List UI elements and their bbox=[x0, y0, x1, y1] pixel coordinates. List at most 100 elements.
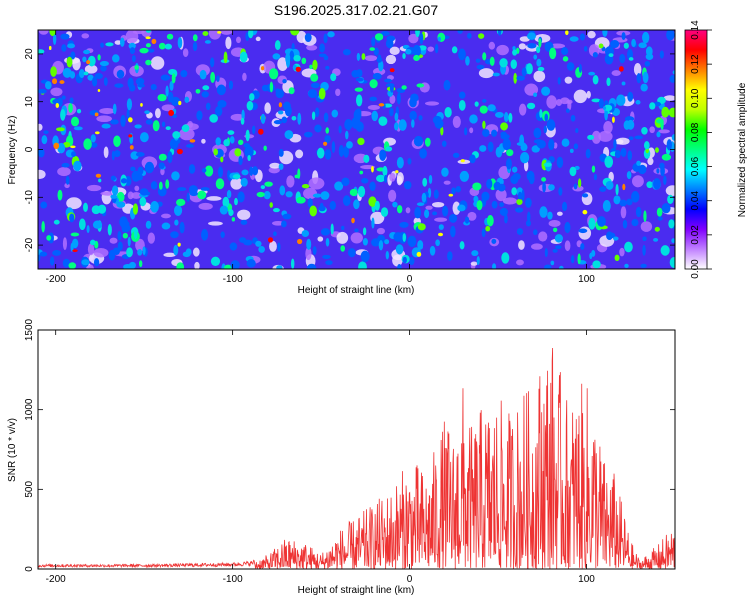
heatmap-cell bbox=[491, 129, 498, 137]
heatmap-cell bbox=[117, 230, 122, 241]
heatmap-cell bbox=[361, 177, 369, 184]
heatmap-cell bbox=[533, 54, 538, 60]
heatmap-cell bbox=[269, 202, 273, 208]
heatmap-cell bbox=[269, 162, 281, 169]
heatmap-cell bbox=[410, 93, 419, 103]
heatmap-cell bbox=[558, 187, 563, 196]
heatmap-cell bbox=[353, 199, 360, 210]
heatmap-cell bbox=[422, 177, 428, 187]
heatmap-cell bbox=[208, 221, 223, 226]
heatmap-cell bbox=[38, 30, 49, 35]
heatmap-cell bbox=[547, 211, 553, 220]
x-tick-label: -100 bbox=[223, 574, 243, 585]
heatmap-cell bbox=[536, 139, 546, 149]
heatmap-cell bbox=[40, 201, 48, 209]
heatmap-cell bbox=[160, 167, 165, 176]
heatmap-cell bbox=[519, 134, 525, 147]
heatmap-cell bbox=[273, 231, 277, 237]
heatmap-cell bbox=[556, 99, 563, 107]
heatmap-cell bbox=[323, 112, 329, 123]
heatmap-cell bbox=[177, 242, 181, 247]
heatmap-cell bbox=[273, 208, 280, 213]
heatmap-cell bbox=[476, 200, 483, 211]
heatmap-cell bbox=[397, 249, 402, 255]
heatmap-cell bbox=[635, 100, 641, 105]
heatmap-cell bbox=[97, 54, 101, 61]
heatmap-cell bbox=[132, 203, 139, 215]
heatmap-cell bbox=[273, 119, 283, 125]
heatmap-cell bbox=[196, 110, 203, 121]
heatmap-cell bbox=[87, 74, 94, 81]
heatmap-cell bbox=[52, 33, 57, 45]
heatmap-cell bbox=[158, 42, 166, 50]
heatmap-cell bbox=[272, 220, 285, 226]
heatmap-cell bbox=[120, 114, 126, 127]
heatmap-cell bbox=[86, 264, 94, 269]
colorbar-tick-label: 0.14 bbox=[690, 20, 701, 40]
heatmap-cell bbox=[113, 150, 121, 158]
heatmap-cell bbox=[295, 149, 304, 159]
heatmap-cell bbox=[385, 251, 389, 260]
heatmap-cell bbox=[66, 197, 82, 210]
heatmap-cell bbox=[87, 55, 96, 67]
heatmap-cell bbox=[537, 66, 545, 72]
heatmap-cell bbox=[94, 73, 103, 79]
heatmap-cell bbox=[137, 173, 143, 181]
colorbar-tick-label: 0.00 bbox=[690, 259, 701, 279]
heatmap-cell bbox=[434, 43, 439, 54]
heatmap-cell bbox=[388, 189, 397, 202]
heatmap-cell bbox=[119, 216, 128, 228]
heatmap-cell bbox=[43, 130, 49, 135]
heatmap-cell bbox=[57, 167, 71, 177]
heatmap-cell bbox=[389, 94, 396, 104]
heatmap-cell bbox=[194, 261, 200, 269]
heatmap-cell bbox=[478, 68, 494, 79]
heatmap-cell bbox=[312, 246, 317, 255]
heatmap-cell bbox=[371, 110, 379, 122]
heatmap-cell bbox=[201, 138, 206, 144]
heatmap-x-label: Height of straight line (km) bbox=[298, 285, 415, 296]
heatmap-cell bbox=[565, 108, 570, 113]
heatmap-cell bbox=[86, 225, 90, 234]
heatmap-cell bbox=[525, 197, 532, 208]
heatmap-cell bbox=[374, 200, 380, 211]
heatmap-cell bbox=[552, 227, 558, 233]
heatmap-cell bbox=[86, 60, 91, 65]
heatmap-cell bbox=[145, 220, 152, 229]
heatmap-cell bbox=[669, 257, 675, 268]
heatmap-cell bbox=[324, 135, 331, 144]
heatmap-cell bbox=[582, 209, 588, 215]
x-tick-label: -100 bbox=[223, 274, 243, 285]
heatmap-cell bbox=[543, 125, 547, 134]
heatmap-cell bbox=[202, 85, 210, 91]
heatmap-cell bbox=[591, 165, 596, 173]
heatmap-cell bbox=[452, 152, 460, 158]
heatmap-cell bbox=[622, 219, 628, 229]
heatmap-cell bbox=[108, 249, 116, 261]
heatmap-cell bbox=[116, 69, 125, 79]
heatmap-cell bbox=[362, 227, 367, 236]
heatmap-cell bbox=[516, 75, 526, 81]
heatmap-cell bbox=[393, 232, 403, 242]
heatmap-cell bbox=[459, 91, 466, 99]
heatmap-cell bbox=[109, 237, 118, 244]
heatmap-cell bbox=[351, 116, 361, 129]
heatmap-cell bbox=[548, 219, 561, 227]
heatmap-cell bbox=[81, 33, 90, 39]
heatmap-cell bbox=[604, 108, 608, 121]
heatmap-cell bbox=[304, 33, 312, 43]
heatmap-cell bbox=[67, 43, 76, 49]
heatmap-cell bbox=[539, 206, 548, 218]
heatmap-cell bbox=[201, 229, 209, 241]
heatmap-cell bbox=[458, 99, 466, 111]
heatmap-cell bbox=[277, 110, 284, 115]
heatmap-cell bbox=[100, 42, 104, 48]
heatmap-cell bbox=[264, 102, 271, 114]
heatmap-cell bbox=[355, 77, 364, 82]
heatmap-cell bbox=[517, 191, 523, 200]
heatmap-cell bbox=[548, 184, 555, 191]
heatmap-cell bbox=[94, 112, 99, 117]
heatmap-cell bbox=[220, 156, 224, 163]
heatmap-cell bbox=[538, 38, 542, 48]
heatmap-cell bbox=[526, 63, 533, 75]
